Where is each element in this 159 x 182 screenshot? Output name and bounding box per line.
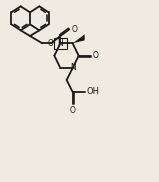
Text: O: O xyxy=(71,25,77,34)
Text: O: O xyxy=(70,106,76,115)
Text: O: O xyxy=(48,39,54,48)
Polygon shape xyxy=(73,34,85,43)
Text: N: N xyxy=(57,39,63,48)
Text: OH: OH xyxy=(87,88,100,96)
Text: O: O xyxy=(93,51,99,60)
Text: N: N xyxy=(70,64,76,72)
